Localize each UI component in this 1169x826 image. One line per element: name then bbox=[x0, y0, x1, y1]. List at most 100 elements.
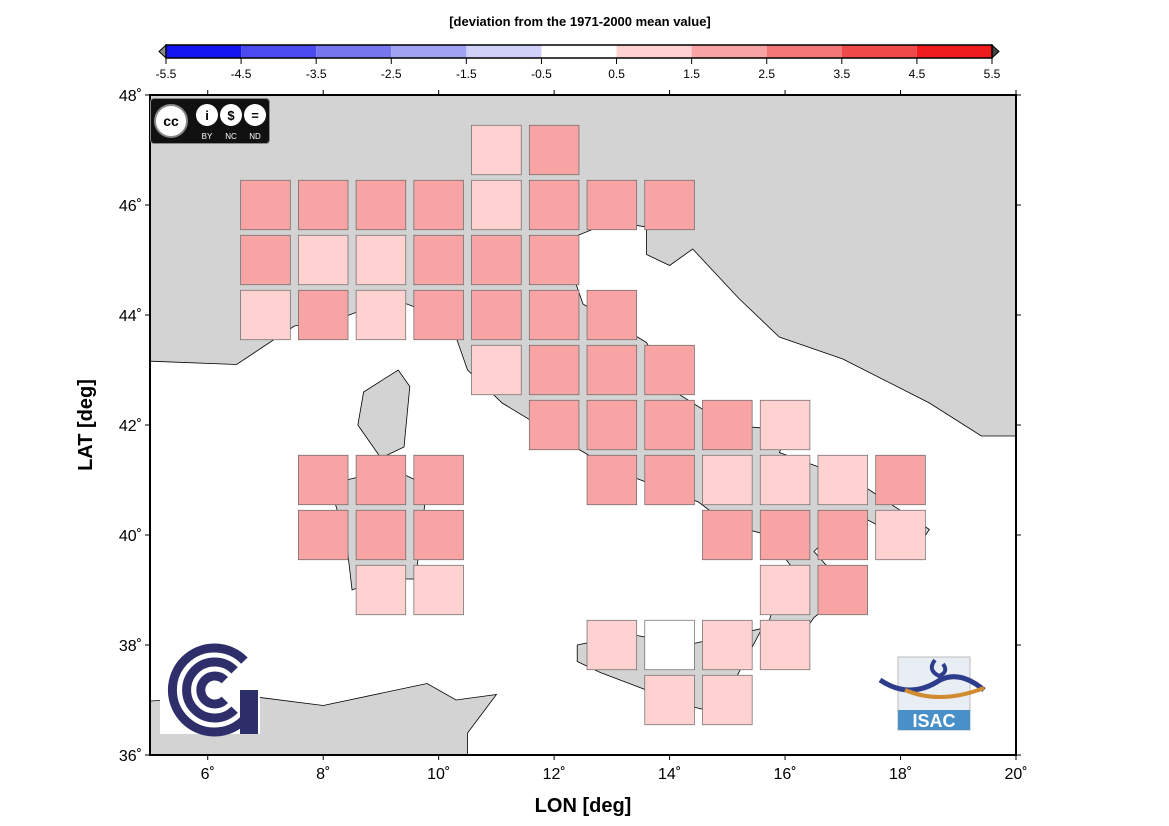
grid-cell bbox=[528, 234, 580, 286]
grid-cell bbox=[528, 179, 580, 231]
colorbar-tick-label: -2.5 bbox=[381, 67, 402, 81]
colorbar-segment bbox=[166, 45, 242, 58]
grid-cell bbox=[413, 509, 464, 561]
x-tick-label: 20˚ bbox=[1004, 766, 1027, 783]
colorbar-tick-label: 2.5 bbox=[758, 67, 775, 81]
grid-cell bbox=[413, 564, 464, 616]
grid-cell bbox=[355, 564, 407, 616]
grid-cell bbox=[586, 399, 638, 451]
y-tick-label: 48˚ bbox=[119, 88, 142, 105]
svg-text:$: $ bbox=[227, 108, 235, 123]
grid-cell bbox=[355, 179, 407, 231]
colorbar-segment bbox=[691, 45, 767, 58]
grid-cell bbox=[817, 564, 868, 616]
colorbar-tick-label: -3.5 bbox=[306, 67, 327, 81]
grid-cell bbox=[702, 509, 753, 561]
y-tick-label: 38˚ bbox=[119, 638, 142, 655]
isac-logo: ISAC bbox=[878, 656, 986, 731]
grid-cell bbox=[355, 509, 407, 561]
grid-cell bbox=[644, 344, 695, 396]
svg-text:ISAC: ISAC bbox=[912, 711, 955, 731]
grid-cell bbox=[471, 124, 522, 176]
svg-text:NC: NC bbox=[225, 132, 237, 141]
svg-text:ND: ND bbox=[249, 132, 261, 141]
colorbar-segment bbox=[841, 45, 917, 58]
y-tick-label: 36˚ bbox=[119, 748, 142, 765]
x-tick-label: 10˚ bbox=[427, 766, 450, 783]
grid-cell bbox=[644, 179, 695, 231]
y-tick-label: 42˚ bbox=[119, 418, 142, 435]
grid-cell bbox=[355, 234, 407, 286]
grid-cell bbox=[355, 454, 407, 506]
colorbar-tick-label: 4.5 bbox=[909, 67, 926, 81]
grid-cell bbox=[759, 564, 811, 616]
colorbar-segment bbox=[391, 45, 467, 58]
grid-cell bbox=[759, 399, 811, 451]
grid-cell bbox=[298, 509, 349, 561]
colorbar-tick-label: 5.5 bbox=[984, 67, 1001, 81]
colorbar-segment bbox=[316, 45, 392, 58]
x-tick-label: 6˚ bbox=[201, 766, 215, 783]
colorbar-segment bbox=[916, 45, 992, 58]
grid-cell bbox=[586, 454, 638, 506]
colorbar-tick-label: 3.5 bbox=[833, 67, 850, 81]
colorbar-tick-label: -5.5 bbox=[156, 67, 177, 81]
grid-cell bbox=[413, 454, 464, 506]
cc-icon bbox=[154, 104, 188, 138]
grid-cell bbox=[298, 289, 349, 341]
grid-cell bbox=[471, 344, 522, 396]
colorbar-tick-label: 0.5 bbox=[608, 67, 625, 81]
grid-cell bbox=[759, 454, 811, 506]
colorbar-segment bbox=[541, 45, 617, 58]
grid-cell bbox=[702, 454, 753, 506]
svg-text:i: i bbox=[205, 108, 209, 123]
colorbar-tick-label: 1.5 bbox=[683, 67, 700, 81]
grid-cell bbox=[586, 619, 638, 671]
grid-cell bbox=[644, 454, 695, 506]
grid-cell bbox=[759, 619, 811, 671]
x-tick-label: 14˚ bbox=[658, 766, 681, 783]
grid-cell bbox=[875, 509, 926, 561]
svg-text:cc: cc bbox=[163, 113, 179, 129]
grid-cell bbox=[759, 509, 811, 561]
grid-cell bbox=[586, 344, 638, 396]
grid-cell bbox=[702, 674, 753, 726]
x-axis-label: LON [deg] bbox=[535, 795, 632, 817]
y-tick-label: 44˚ bbox=[119, 308, 142, 325]
x-tick-label: 8˚ bbox=[316, 766, 330, 783]
y-tick-label: 46˚ bbox=[119, 198, 142, 215]
grid-cell bbox=[644, 674, 695, 726]
colorbar-tick-label: -0.5 bbox=[531, 67, 552, 81]
x-tick-label: 18˚ bbox=[889, 766, 912, 783]
grid-cell bbox=[528, 124, 580, 176]
colorbar-title: [deviation from the 1971-2000 mean value… bbox=[449, 14, 711, 29]
grid-cell bbox=[298, 234, 349, 286]
y-tick-label: 40˚ bbox=[119, 528, 142, 545]
nd-icon bbox=[244, 104, 266, 126]
grid-cell bbox=[471, 179, 522, 231]
colorbar-segment bbox=[241, 45, 317, 58]
grid-cell bbox=[528, 289, 580, 341]
svg-text:BY: BY bbox=[202, 132, 213, 141]
grid-cell bbox=[413, 289, 464, 341]
grid-cell bbox=[413, 179, 464, 231]
grid-cell bbox=[413, 234, 464, 286]
grid-cell bbox=[471, 289, 522, 341]
grid-cell bbox=[875, 454, 926, 506]
grid-cell bbox=[240, 234, 291, 286]
grid-cell bbox=[528, 344, 580, 396]
svg-text:=: = bbox=[251, 108, 259, 123]
colorbar-tick-label: -1.5 bbox=[456, 67, 477, 81]
grid-cell bbox=[817, 509, 868, 561]
x-tick-label: 12˚ bbox=[543, 766, 566, 783]
cc-license-badge: cc i $ = BY NC ND bbox=[150, 98, 270, 144]
colorbar-tick-label: -4.5 bbox=[231, 67, 252, 81]
colorbar-segment bbox=[616, 45, 692, 58]
nc-icon bbox=[220, 104, 242, 126]
land-africa bbox=[150, 683, 498, 755]
grid-cell bbox=[702, 619, 753, 671]
grid-cell bbox=[240, 289, 291, 341]
grid-cell bbox=[528, 399, 580, 451]
grid-cell bbox=[586, 289, 638, 341]
